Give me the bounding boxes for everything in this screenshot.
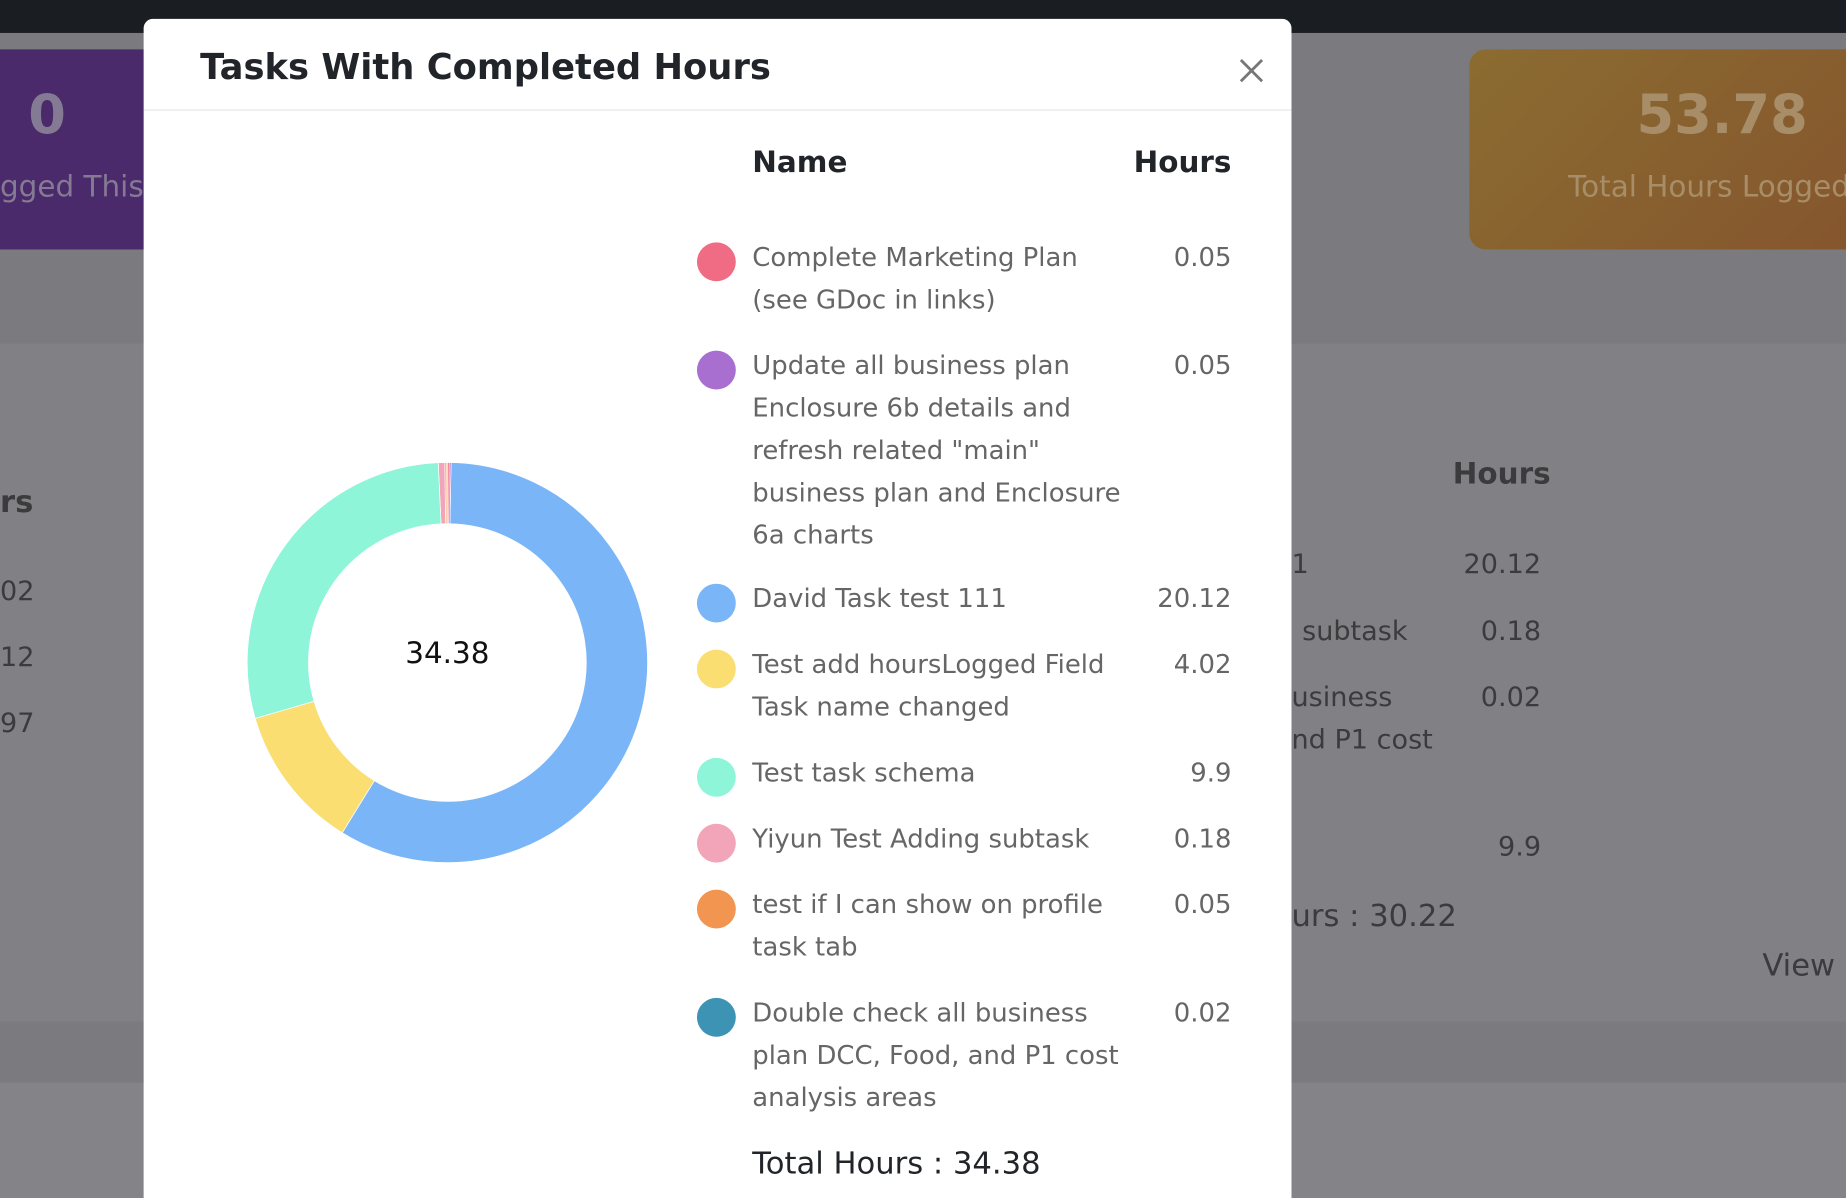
task-name: test if I can show on profile task tab (752, 890, 1103, 963)
hours-header: Hours (1133, 144, 1232, 179)
bg-text: 12 (0, 642, 35, 674)
modal-title: Tasks With Completed Hours (200, 47, 771, 89)
close-button[interactable] (1239, 58, 1265, 84)
bg-total: urs : 30.22 (1291, 899, 1457, 935)
task-name: David Task test 111 (752, 584, 1007, 615)
task-hours: 0.02 (1173, 999, 1232, 1029)
bg-text: 1 (1291, 549, 1309, 581)
modal-header: Tasks With Completed Hours (143, 19, 1292, 111)
card-value: 53.78 (1636, 82, 1808, 146)
bg-text: 0.18 (1480, 616, 1542, 648)
donut-slice (254, 700, 375, 834)
card-value: 0 (28, 82, 66, 146)
left-card (0, 49, 165, 250)
legend-dot (696, 889, 736, 929)
legend-dot (696, 649, 736, 689)
bg-text: usiness (1291, 682, 1393, 714)
bg-text: 97 (0, 708, 35, 740)
task-hours: 0.05 (1173, 243, 1232, 274)
right-card (1469, 49, 1846, 250)
bg-text: 02 (0, 576, 35, 608)
task-name: Test task schema (752, 759, 976, 789)
bg-text: 0.02 (1480, 682, 1542, 714)
task-name: Test add hoursLogged Field Task name cha… (752, 650, 1105, 723)
bg-text: 9.9 (1498, 831, 1542, 863)
modal: Tasks With Completed Hours 34.38 Name Ho… (143, 18, 1292, 1198)
donut-slice (437, 462, 446, 525)
center-label: 34.38 (405, 636, 489, 670)
bg-text: 20.12 (1463, 549, 1542, 581)
donut-slice (246, 462, 442, 719)
donut-slice (447, 462, 450, 525)
bg-link: View a (1762, 948, 1846, 984)
task-name: Yiyun Test Adding subtask (752, 824, 1090, 855)
task-name: Double check all business plan DCC, Food… (752, 999, 1119, 1114)
legend-dot (696, 757, 736, 797)
task-hours: 9.9 (1190, 759, 1232, 789)
task-hours: 0.05 (1173, 890, 1232, 921)
task-hours: 0.05 (1173, 351, 1232, 382)
task-hours: 20.12 (1157, 584, 1232, 615)
donut-slice (341, 462, 648, 863)
legend-dot (696, 350, 736, 390)
legend-dot (696, 242, 736, 282)
legend-dot (696, 583, 736, 623)
legend-dot (696, 997, 736, 1037)
bg-header: Hours (1452, 456, 1551, 491)
bg-text: subtask (1302, 616, 1408, 648)
total-label: Total Hours : 34.38 (752, 1146, 1041, 1182)
card-label: gged This (0, 169, 144, 204)
task-hours: 4.02 (1173, 650, 1232, 681)
task-name: Update all business plan Enclosure 6b de… (752, 351, 1121, 551)
bg-text: rs (0, 484, 34, 521)
donut-chart: 34.38 (246, 462, 648, 863)
card-label: Total Hours Logged (1568, 169, 1846, 204)
bg-text: nd P1 cost (1291, 724, 1433, 756)
name-header: Name (752, 144, 848, 179)
task-hours: 0.18 (1173, 824, 1232, 855)
legend-dot (696, 823, 736, 863)
task-name: Complete Marketing Plan (see GDoc in lin… (752, 243, 1078, 316)
